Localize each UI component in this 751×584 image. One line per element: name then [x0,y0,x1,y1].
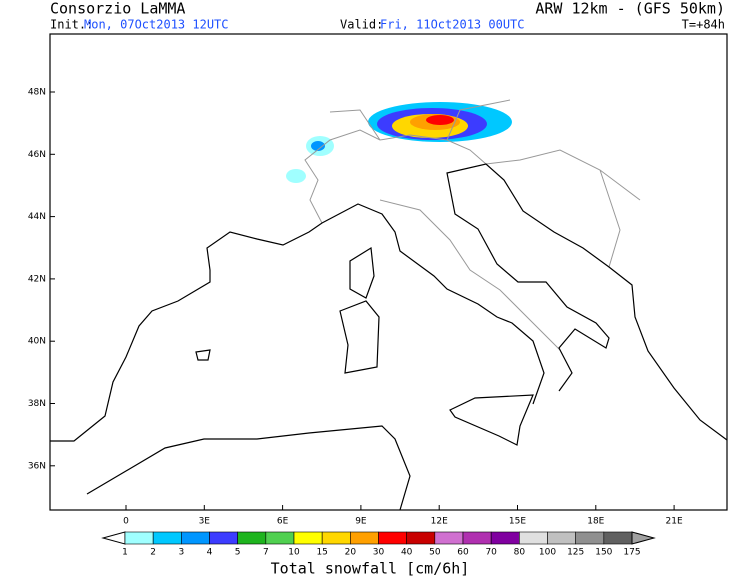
init-label: Init.: [50,18,93,32]
valid-value: Fri, 11Oct2013 00UTC [380,18,525,32]
colorbar-box [350,531,379,545]
lead-time: T=+84h [682,18,725,32]
colorbar-box [575,531,605,545]
lon-label: 0 [123,517,129,527]
colorbar-label: 30 [373,548,385,558]
colorbar-label: 2 [150,548,156,558]
lat-label: 46N [28,150,46,160]
colorbar-label: 1 [122,548,128,558]
valid-label: Valid: [340,18,383,32]
colorbar-box [209,531,238,545]
colorbar-box [462,531,492,545]
lon-label: 6E [277,517,289,527]
colorbar-label: 7 [263,548,269,558]
colorbar-box [237,531,267,545]
lat-label: 44N [28,212,46,222]
right-title: ARW 12km - (GFS 50km) [535,0,725,18]
colorbar-box [406,531,436,545]
colorbar-box [124,531,154,545]
lon-label: 15E [509,517,526,527]
colorbar-label: 40 [401,548,413,558]
colorbar-box [378,531,407,545]
lat-label: 42N [28,274,46,284]
colorbar-box [265,531,295,545]
lon-labels: 0 3E 6E 9E 12E 15E 18E 21E [123,505,683,527]
colorbar-label: 80 [514,548,526,558]
left-title: Consorzio LaMMA [50,0,185,18]
colorbar-label: 125 [567,548,584,558]
colorbar-box [293,531,323,545]
colorbar-label: 70 [485,548,497,558]
snowfall [286,102,512,183]
colorbar-label: 150 [595,548,612,558]
colorbar-box [181,531,210,545]
legend-title: Total snowfall [cm/6h] [271,560,470,578]
coastline [50,163,727,510]
colorbar-box [519,531,548,545]
lat-label: 48N [28,88,46,98]
borders [304,99,641,351]
colorbar-box [490,531,520,545]
map-frame [49,33,728,511]
colorbar-label: 100 [539,548,556,558]
colorbar: 1 2 3 4 5 7 10 15 20 30 40 50 60 70 80 100 125 150 175 [101,531,656,558]
lat-label: 36N [28,461,46,471]
colorbar-label: 60 [457,548,469,558]
colorbar-label: 3 [178,548,184,558]
map [49,33,728,511]
lon-label: 12E [431,517,448,527]
colorbar-label: 5 [235,548,241,558]
colorbar-box [321,531,351,545]
colorbar-box [547,531,576,545]
lon-label: 18E [587,517,604,527]
colorbar-box [603,531,633,545]
lat-labels: 48N 46N 44N 42N 40N 38N 36N [28,88,55,471]
colorbar-label: 4 [207,548,213,558]
lon-label: 9E [355,517,367,527]
lon-label: 3E [199,517,211,527]
colorbar-label: 175 [623,548,640,558]
colorbar-label: 10 [288,548,300,558]
lat-label: 38N [28,399,46,409]
colorbar-over [631,531,656,545]
lat-label: 40N [28,337,46,347]
colorbar-label: 50 [429,548,441,558]
colorbar-label: 15 [316,548,327,558]
lon-label: 21E [666,517,683,527]
colorbar-under [101,531,126,545]
colorbar-box [152,531,182,545]
colorbar-box [434,531,464,545]
init-value: Mon, 07Oct2013 12UTC [84,18,229,32]
colorbar-label: 20 [345,548,357,558]
